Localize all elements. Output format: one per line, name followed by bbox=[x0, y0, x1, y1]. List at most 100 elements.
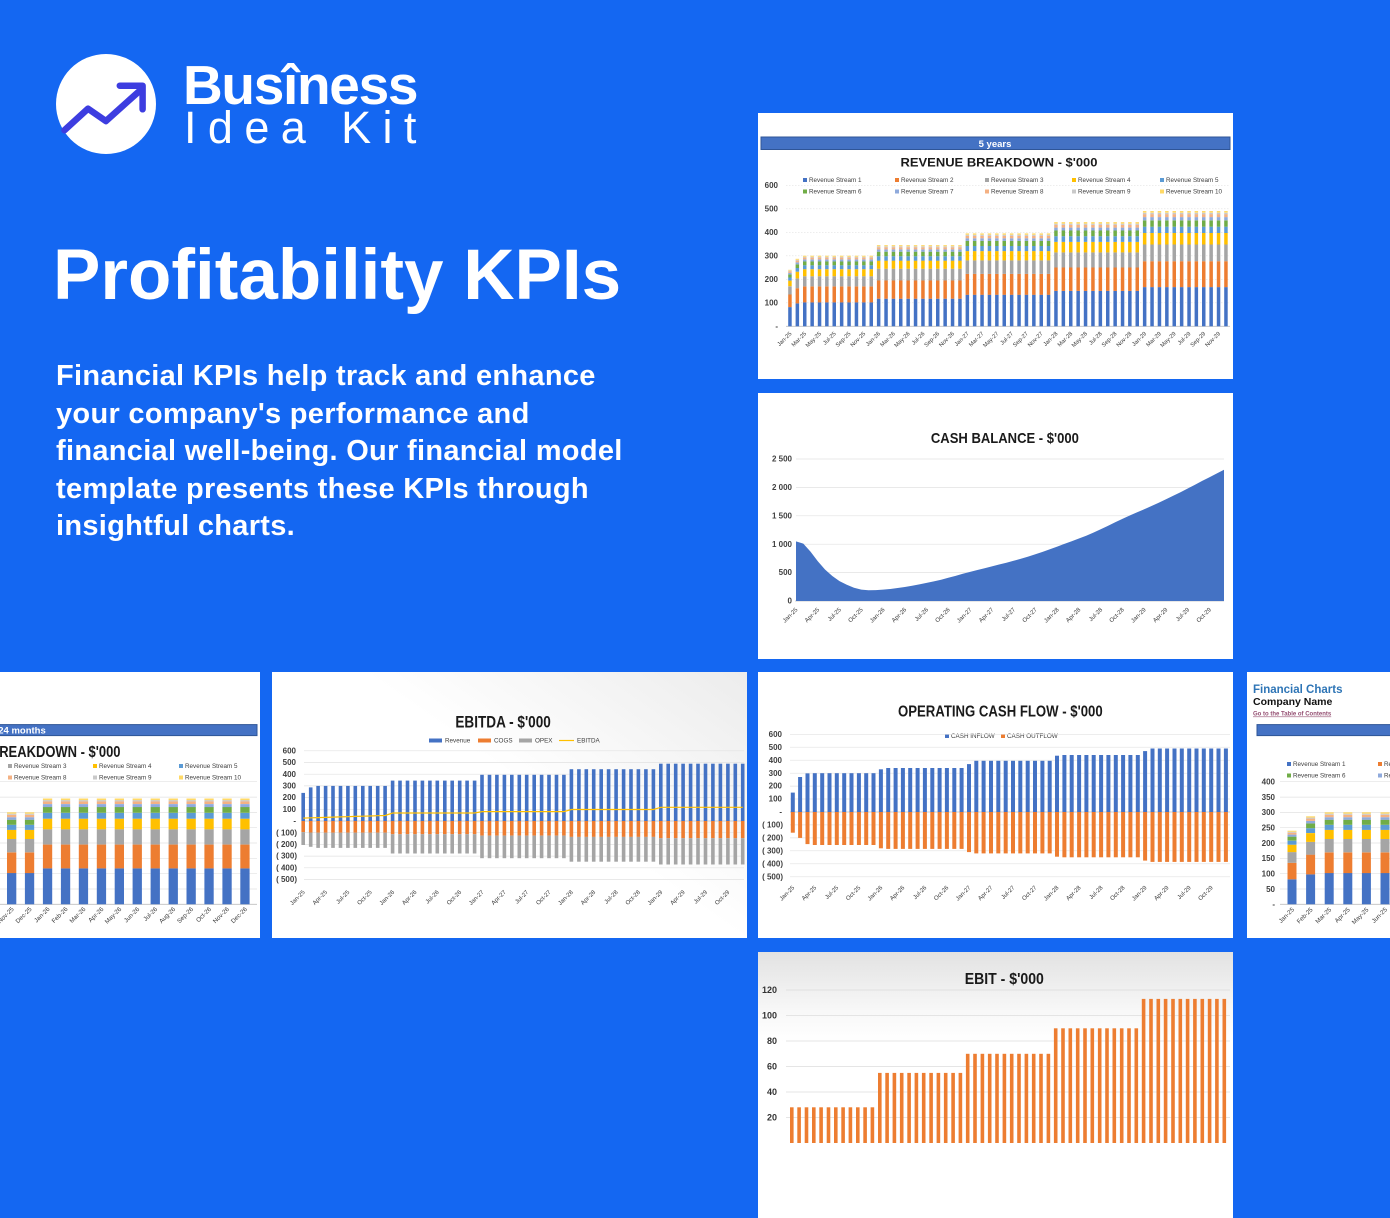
svg-text:Jul-29: Jul-29 bbox=[1175, 607, 1191, 623]
svg-text:Revenue Stream 9: Revenue Stream 9 bbox=[1078, 189, 1131, 196]
svg-text:Apr-26: Apr-26 bbox=[889, 885, 906, 902]
svg-text:Jul-29: Jul-29 bbox=[693, 889, 709, 905]
svg-text:Apr-29: Apr-29 bbox=[1154, 885, 1171, 902]
svg-text:Oct-26: Oct-26 bbox=[933, 885, 950, 902]
svg-text:Jan-26: Jan-26 bbox=[869, 607, 887, 625]
svg-text:Apr-29: Apr-29 bbox=[670, 889, 687, 906]
svg-text:EBIT - $'000: EBIT - $'000 bbox=[965, 971, 1044, 988]
svg-text:Jan-27: Jan-27 bbox=[955, 885, 973, 903]
svg-text:Revenue Stream 9: Revenue Stream 9 bbox=[99, 775, 152, 782]
svg-text:Revenue Stream 3: Revenue Stream 3 bbox=[14, 763, 67, 770]
svg-text:( 500): ( 500) bbox=[762, 872, 783, 881]
svg-text:24 months: 24 months bbox=[0, 726, 46, 737]
svg-text:Jul-26: Jul-26 bbox=[913, 885, 929, 901]
svg-text:OPEX: OPEX bbox=[535, 738, 553, 745]
svg-text:300: 300 bbox=[765, 251, 779, 260]
svg-text:Oct-26: Oct-26 bbox=[195, 906, 213, 924]
svg-text:Revenue Stream 10: Revenue Stream 10 bbox=[1166, 189, 1223, 196]
svg-text:100: 100 bbox=[769, 795, 783, 804]
svg-text:Oct-25: Oct-25 bbox=[357, 889, 374, 906]
svg-text:Jul-27: Jul-27 bbox=[1001, 885, 1017, 901]
svg-text:200: 200 bbox=[283, 793, 297, 802]
svg-text:500: 500 bbox=[769, 743, 783, 752]
svg-text:Apr-25: Apr-25 bbox=[312, 889, 329, 906]
svg-text:Apr-28: Apr-28 bbox=[1066, 885, 1083, 902]
svg-text:Jan-28: Jan-28 bbox=[1043, 885, 1061, 903]
svg-text:Jan-29: Jan-29 bbox=[1130, 607, 1148, 625]
svg-text:Revenue Stream 8: Revenue Stream 8 bbox=[991, 189, 1044, 196]
svg-text:200: 200 bbox=[1262, 839, 1276, 848]
svg-text:300: 300 bbox=[283, 782, 297, 791]
svg-text:-: - bbox=[293, 817, 296, 826]
svg-text:Oct-28: Oct-28 bbox=[625, 889, 642, 906]
svg-text:Apr-26: Apr-26 bbox=[87, 906, 105, 924]
svg-text:Jul-27: Jul-27 bbox=[1001, 607, 1017, 623]
svg-text:300: 300 bbox=[769, 769, 783, 778]
svg-text:Revenue Stream 2: Revenue Stream 2 bbox=[901, 177, 954, 184]
svg-text:Apr-28: Apr-28 bbox=[580, 889, 597, 906]
svg-text:Jan-25: Jan-25 bbox=[289, 889, 307, 907]
svg-text:120: 120 bbox=[762, 985, 777, 995]
svg-text:May-25: May-25 bbox=[805, 331, 823, 349]
svg-text:Oct-27: Oct-27 bbox=[1021, 885, 1038, 902]
svg-text:0: 0 bbox=[788, 597, 793, 606]
svg-text:( 400): ( 400) bbox=[276, 863, 297, 872]
svg-text:Apr-29: Apr-29 bbox=[1152, 607, 1169, 624]
svg-text:Aug-26: Aug-26 bbox=[158, 906, 177, 925]
svg-text:( 500): ( 500) bbox=[276, 875, 297, 884]
svg-text:Jul-29: Jul-29 bbox=[1177, 885, 1193, 901]
svg-text:Oct-26: Oct-26 bbox=[446, 889, 463, 906]
svg-text:150: 150 bbox=[1262, 854, 1276, 863]
svg-text:Jan-28: Jan-28 bbox=[558, 889, 576, 907]
svg-text:Jan-26: Jan-26 bbox=[867, 885, 885, 903]
svg-text:Revenue Stream 4: Revenue Stream 4 bbox=[99, 763, 152, 770]
svg-text:Revenue Stream 5: Revenue Stream 5 bbox=[1166, 177, 1219, 184]
svg-text:Nov-26: Nov-26 bbox=[938, 331, 955, 348]
svg-text:Feb-25: Feb-25 bbox=[1296, 906, 1315, 925]
svg-text:Financial Charts: Financial Charts bbox=[1253, 684, 1342, 696]
svg-text:Revenue Stream 5: Revenue Stream 5 bbox=[185, 763, 238, 770]
svg-text:Jul-25: Jul-25 bbox=[824, 885, 840, 901]
svg-text:Jun-26: Jun-26 bbox=[123, 906, 142, 925]
svg-text:600: 600 bbox=[765, 181, 779, 190]
svg-text:May-25: May-25 bbox=[1351, 906, 1371, 926]
svg-text:Jan-29: Jan-29 bbox=[647, 889, 665, 907]
svg-text:Nov-29: Nov-29 bbox=[1205, 331, 1222, 348]
svg-text:Jan-26: Jan-26 bbox=[379, 889, 397, 907]
svg-text:Sep-28: Sep-28 bbox=[1101, 331, 1118, 348]
svg-text:Revenue Stream 6: Revenue Stream 6 bbox=[809, 189, 862, 196]
svg-text:2 000: 2 000 bbox=[772, 483, 793, 492]
svg-text:May-26: May-26 bbox=[894, 331, 912, 349]
svg-text:Dec-26: Dec-26 bbox=[230, 906, 249, 925]
svg-text:600: 600 bbox=[283, 746, 297, 755]
svg-text:Jul-27: Jul-27 bbox=[514, 889, 530, 905]
svg-text:Jan-29: Jan-29 bbox=[1131, 885, 1149, 903]
svg-text:Sep-26: Sep-26 bbox=[924, 331, 941, 348]
svg-text:Oct-28: Oct-28 bbox=[1110, 885, 1127, 902]
svg-text:Revenue Stream 10: Revenue Stream 10 bbox=[185, 775, 242, 782]
svg-text:Revenue Stream 1: Revenue Stream 1 bbox=[809, 177, 862, 184]
svg-text:Revenue Stream 1: Revenue Stream 1 bbox=[1293, 761, 1346, 768]
svg-text:200: 200 bbox=[769, 782, 783, 791]
svg-text:Oct-29: Oct-29 bbox=[1196, 607, 1213, 624]
svg-text:Nov-25: Nov-25 bbox=[850, 331, 867, 348]
svg-text:50: 50 bbox=[1266, 885, 1275, 894]
svg-text:Go to the Table of Contents: Go to the Table of Contents bbox=[1253, 712, 1332, 718]
svg-text:( 300): ( 300) bbox=[276, 852, 297, 861]
svg-text:Revenue Stream 2: Revenue Stream 2 bbox=[1384, 761, 1390, 768]
svg-text:Apr-26: Apr-26 bbox=[891, 607, 908, 624]
svg-text:CASH INFLOW: CASH INFLOW bbox=[951, 733, 995, 740]
svg-text:Apr-28: Apr-28 bbox=[1065, 607, 1082, 624]
svg-text:Sep-26: Sep-26 bbox=[176, 906, 195, 925]
svg-text:Mar-25: Mar-25 bbox=[1314, 906, 1333, 925]
svg-text:Apr-27: Apr-27 bbox=[978, 607, 995, 624]
svg-text:400: 400 bbox=[765, 228, 779, 237]
svg-text:Jul-26: Jul-26 bbox=[425, 889, 441, 905]
svg-text:Revenue Stream 7: Revenue Stream 7 bbox=[901, 189, 954, 196]
svg-text:Jan-25: Jan-25 bbox=[1278, 906, 1297, 925]
svg-text:Oct-28: Oct-28 bbox=[1109, 607, 1126, 624]
svg-text:Oct-25: Oct-25 bbox=[845, 885, 862, 902]
svg-text:Revenue Stream 4: Revenue Stream 4 bbox=[1078, 177, 1131, 184]
svg-text:400: 400 bbox=[769, 756, 783, 765]
svg-text:60: 60 bbox=[767, 1062, 777, 1072]
